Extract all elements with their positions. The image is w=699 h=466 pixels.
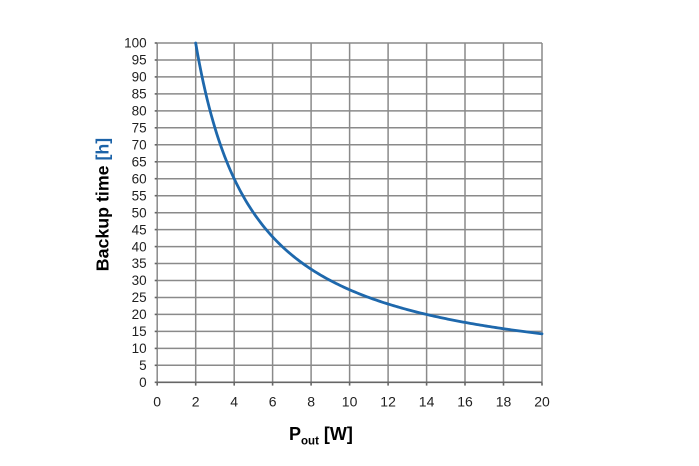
svg-text:4: 4 bbox=[230, 394, 238, 410]
svg-text:0: 0 bbox=[153, 394, 161, 410]
svg-text:40: 40 bbox=[132, 239, 147, 254]
svg-text:75: 75 bbox=[132, 121, 147, 136]
svg-text:50: 50 bbox=[132, 205, 147, 220]
svg-text:16: 16 bbox=[457, 394, 473, 410]
svg-text:95: 95 bbox=[132, 53, 147, 68]
svg-text:10: 10 bbox=[132, 341, 147, 356]
svg-text:100: 100 bbox=[124, 36, 147, 51]
svg-text:6: 6 bbox=[269, 394, 277, 410]
svg-text:45: 45 bbox=[132, 222, 147, 237]
svg-text:70: 70 bbox=[132, 138, 147, 153]
svg-text:15: 15 bbox=[132, 324, 147, 339]
svg-text:20: 20 bbox=[534, 394, 550, 410]
svg-text:30: 30 bbox=[132, 273, 147, 288]
svg-text:25: 25 bbox=[132, 290, 147, 305]
svg-text:90: 90 bbox=[132, 70, 147, 85]
svg-text:60: 60 bbox=[132, 171, 147, 186]
svg-text:18: 18 bbox=[496, 394, 512, 410]
svg-text:2: 2 bbox=[192, 394, 200, 410]
svg-text:12: 12 bbox=[380, 394, 396, 410]
svg-text:55: 55 bbox=[132, 188, 147, 203]
svg-text:5: 5 bbox=[139, 358, 147, 373]
svg-text:14: 14 bbox=[419, 394, 435, 410]
svg-text:85: 85 bbox=[132, 87, 147, 102]
svg-text:35: 35 bbox=[132, 256, 147, 271]
svg-text:65: 65 bbox=[132, 155, 147, 170]
svg-text:80: 80 bbox=[132, 104, 147, 119]
svg-text:8: 8 bbox=[307, 394, 315, 410]
svg-text:0: 0 bbox=[139, 375, 147, 390]
svg-text:10: 10 bbox=[342, 394, 358, 410]
svg-text:20: 20 bbox=[132, 307, 147, 322]
